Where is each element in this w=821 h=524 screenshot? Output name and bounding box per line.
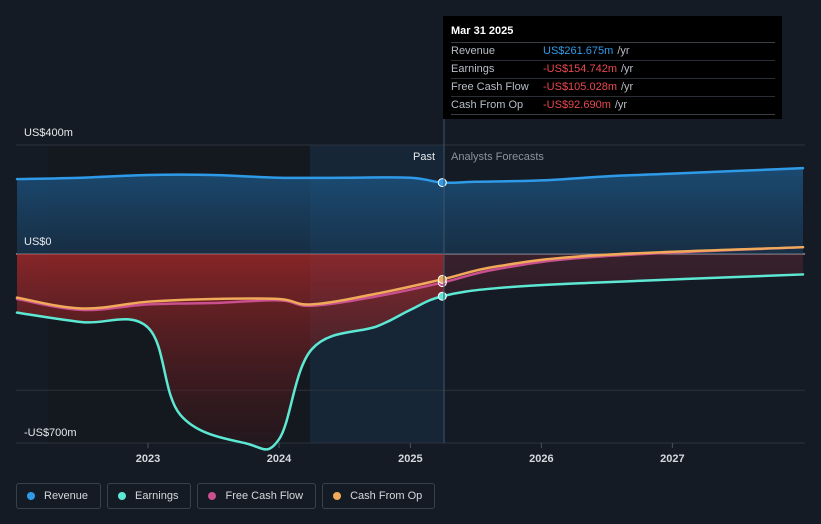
- legend-dot-icon: [333, 492, 342, 500]
- tooltip-row-label: Earnings: [451, 63, 495, 75]
- tooltip-row-label: Cash From Op: [451, 99, 524, 111]
- forecast-label: Analysts Forecasts: [451, 151, 544, 163]
- legend-label: Cash From Op: [350, 490, 423, 502]
- revenue-area: [17, 168, 803, 254]
- tooltip-row-unit: /yr: [621, 63, 634, 75]
- earnings-marker: [437, 291, 447, 301]
- revenue-line: [15, 166, 805, 185]
- legend-item-revenue[interactable]: Revenue: [16, 483, 102, 509]
- past-label: Past: [413, 151, 435, 163]
- earnings-line: [15, 273, 805, 451]
- tooltip-row-value: -US$92.690m: [543, 99, 611, 111]
- x-axis: 2023 2024 2025 2026 2027: [136, 443, 685, 465]
- tooltip-row-label: Revenue: [451, 45, 496, 57]
- x-tick-label-2027: 2027: [660, 453, 684, 465]
- cash-from-op-marker: [437, 274, 447, 284]
- legend-label: Free Cash Flow: [225, 490, 304, 502]
- tooltip-row-free-cash-flow: Free Cash Flow -US$105.028m/yr: [451, 79, 775, 97]
- legend-item-cash-from-op[interactable]: Cash From Op: [322, 483, 436, 509]
- tooltip: Mar 31 2025 Revenue US$261.675m/yr Earning…: [443, 16, 782, 119]
- x-tick-label-2024: 2024: [267, 453, 292, 465]
- tooltip-row-unit: /yr: [621, 81, 634, 93]
- tooltip-row-value: US$261.675m: [543, 45, 614, 57]
- tooltip-row-earnings: Earnings -US$154.742m/yr: [451, 61, 775, 79]
- legend-label: Revenue: [44, 490, 89, 502]
- legend-dot-icon: [27, 492, 35, 500]
- x-tick-label-2026: 2026: [529, 453, 553, 465]
- x-tick-label-2025: 2025: [398, 453, 422, 465]
- series-lines: [15, 166, 805, 451]
- tooltip-row-value: -US$154.742m: [543, 63, 617, 75]
- tooltip-date: Mar 31 2025: [451, 24, 775, 43]
- legend-item-earnings[interactable]: Earnings: [107, 483, 192, 509]
- y-bottom-label: -US$700m: [24, 427, 77, 439]
- tooltip-row-unit: /yr: [614, 99, 628, 111]
- y-top-label: US$400m: [24, 127, 73, 139]
- legend-item-free-cash-flow[interactable]: Free Cash Flow: [197, 483, 317, 509]
- cash-from-op-line: [15, 245, 805, 310]
- legend-dot-icon: [118, 492, 127, 500]
- legend-label: Earnings: [135, 490, 179, 502]
- legend-dot-icon: [208, 492, 217, 500]
- x-tick-label-2023: 2023: [136, 453, 160, 465]
- tooltip-row-label: Free Cash Flow: [451, 81, 529, 93]
- legend: Revenue Earnings Free Cash Flow Cash From O…: [16, 483, 436, 509]
- free-cash-flow-line: [15, 245, 805, 312]
- tooltip-row-revenue: Revenue US$261.675m/yr: [451, 43, 775, 61]
- revenue-marker: [437, 178, 447, 188]
- tooltip-row-cash-from-op: Cash From Op -US$92.690m/yr: [451, 97, 775, 115]
- tooltip-row-value: -US$105.028m: [543, 81, 617, 93]
- y-zero-label: US$0: [24, 236, 52, 248]
- tooltip-row-unit: /yr: [617, 45, 630, 57]
